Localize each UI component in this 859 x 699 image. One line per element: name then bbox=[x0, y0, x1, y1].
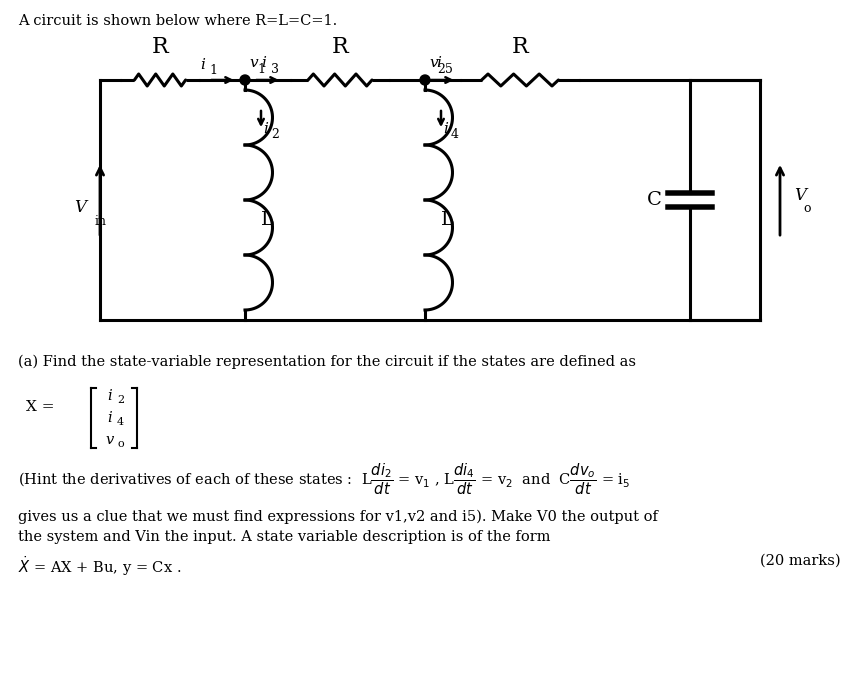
Text: 3: 3 bbox=[271, 63, 278, 76]
Text: 4: 4 bbox=[451, 128, 459, 141]
Text: v: v bbox=[429, 56, 437, 70]
Text: (20 marks): (20 marks) bbox=[760, 554, 841, 568]
Text: i: i bbox=[263, 122, 268, 136]
Text: 5: 5 bbox=[446, 63, 454, 76]
Text: R: R bbox=[152, 36, 168, 58]
Text: the system and Vin the input. A state variable description is of the form: the system and Vin the input. A state va… bbox=[18, 530, 551, 544]
Text: V: V bbox=[74, 199, 86, 217]
Text: 2: 2 bbox=[117, 395, 124, 405]
Text: L: L bbox=[261, 211, 274, 229]
Text: 1: 1 bbox=[257, 63, 265, 76]
Text: C: C bbox=[647, 191, 662, 209]
Text: (a) Find the state-variable representation for the circuit if the states are def: (a) Find the state-variable representati… bbox=[18, 355, 636, 369]
Text: X =: X = bbox=[27, 400, 55, 414]
Text: in: in bbox=[95, 215, 107, 228]
Text: R: R bbox=[332, 36, 349, 58]
Text: i: i bbox=[443, 122, 448, 136]
Text: V: V bbox=[794, 187, 806, 203]
Text: i: i bbox=[261, 56, 266, 70]
Text: A circuit is shown below where R=L=C=1.: A circuit is shown below where R=L=C=1. bbox=[18, 14, 338, 28]
Text: i: i bbox=[436, 56, 441, 70]
Text: 1: 1 bbox=[210, 64, 217, 77]
Text: v: v bbox=[249, 56, 258, 70]
Text: i: i bbox=[107, 389, 113, 403]
Text: 2: 2 bbox=[271, 128, 279, 141]
Text: R: R bbox=[512, 36, 528, 58]
Text: o: o bbox=[117, 439, 124, 449]
Text: L: L bbox=[441, 211, 454, 229]
Text: o: o bbox=[803, 202, 811, 215]
Text: 2: 2 bbox=[437, 63, 445, 76]
Text: v: v bbox=[106, 433, 114, 447]
Text: $\dot{X}$ = AX + Bu, y = Cx .: $\dot{X}$ = AX + Bu, y = Cx . bbox=[18, 554, 181, 578]
Text: (Hint the derivatives of each of these states :  L$\dfrac{di_2}{dt}$ = v$_1$ , L: (Hint the derivatives of each of these s… bbox=[18, 462, 631, 497]
Text: 4: 4 bbox=[117, 417, 124, 427]
Circle shape bbox=[420, 75, 430, 85]
Text: i: i bbox=[200, 58, 205, 72]
Circle shape bbox=[240, 75, 250, 85]
Text: i: i bbox=[107, 411, 113, 425]
Text: gives us a clue that we must find expressions for v1,v2 and i5). Make V0 the out: gives us a clue that we must find expres… bbox=[18, 510, 658, 524]
